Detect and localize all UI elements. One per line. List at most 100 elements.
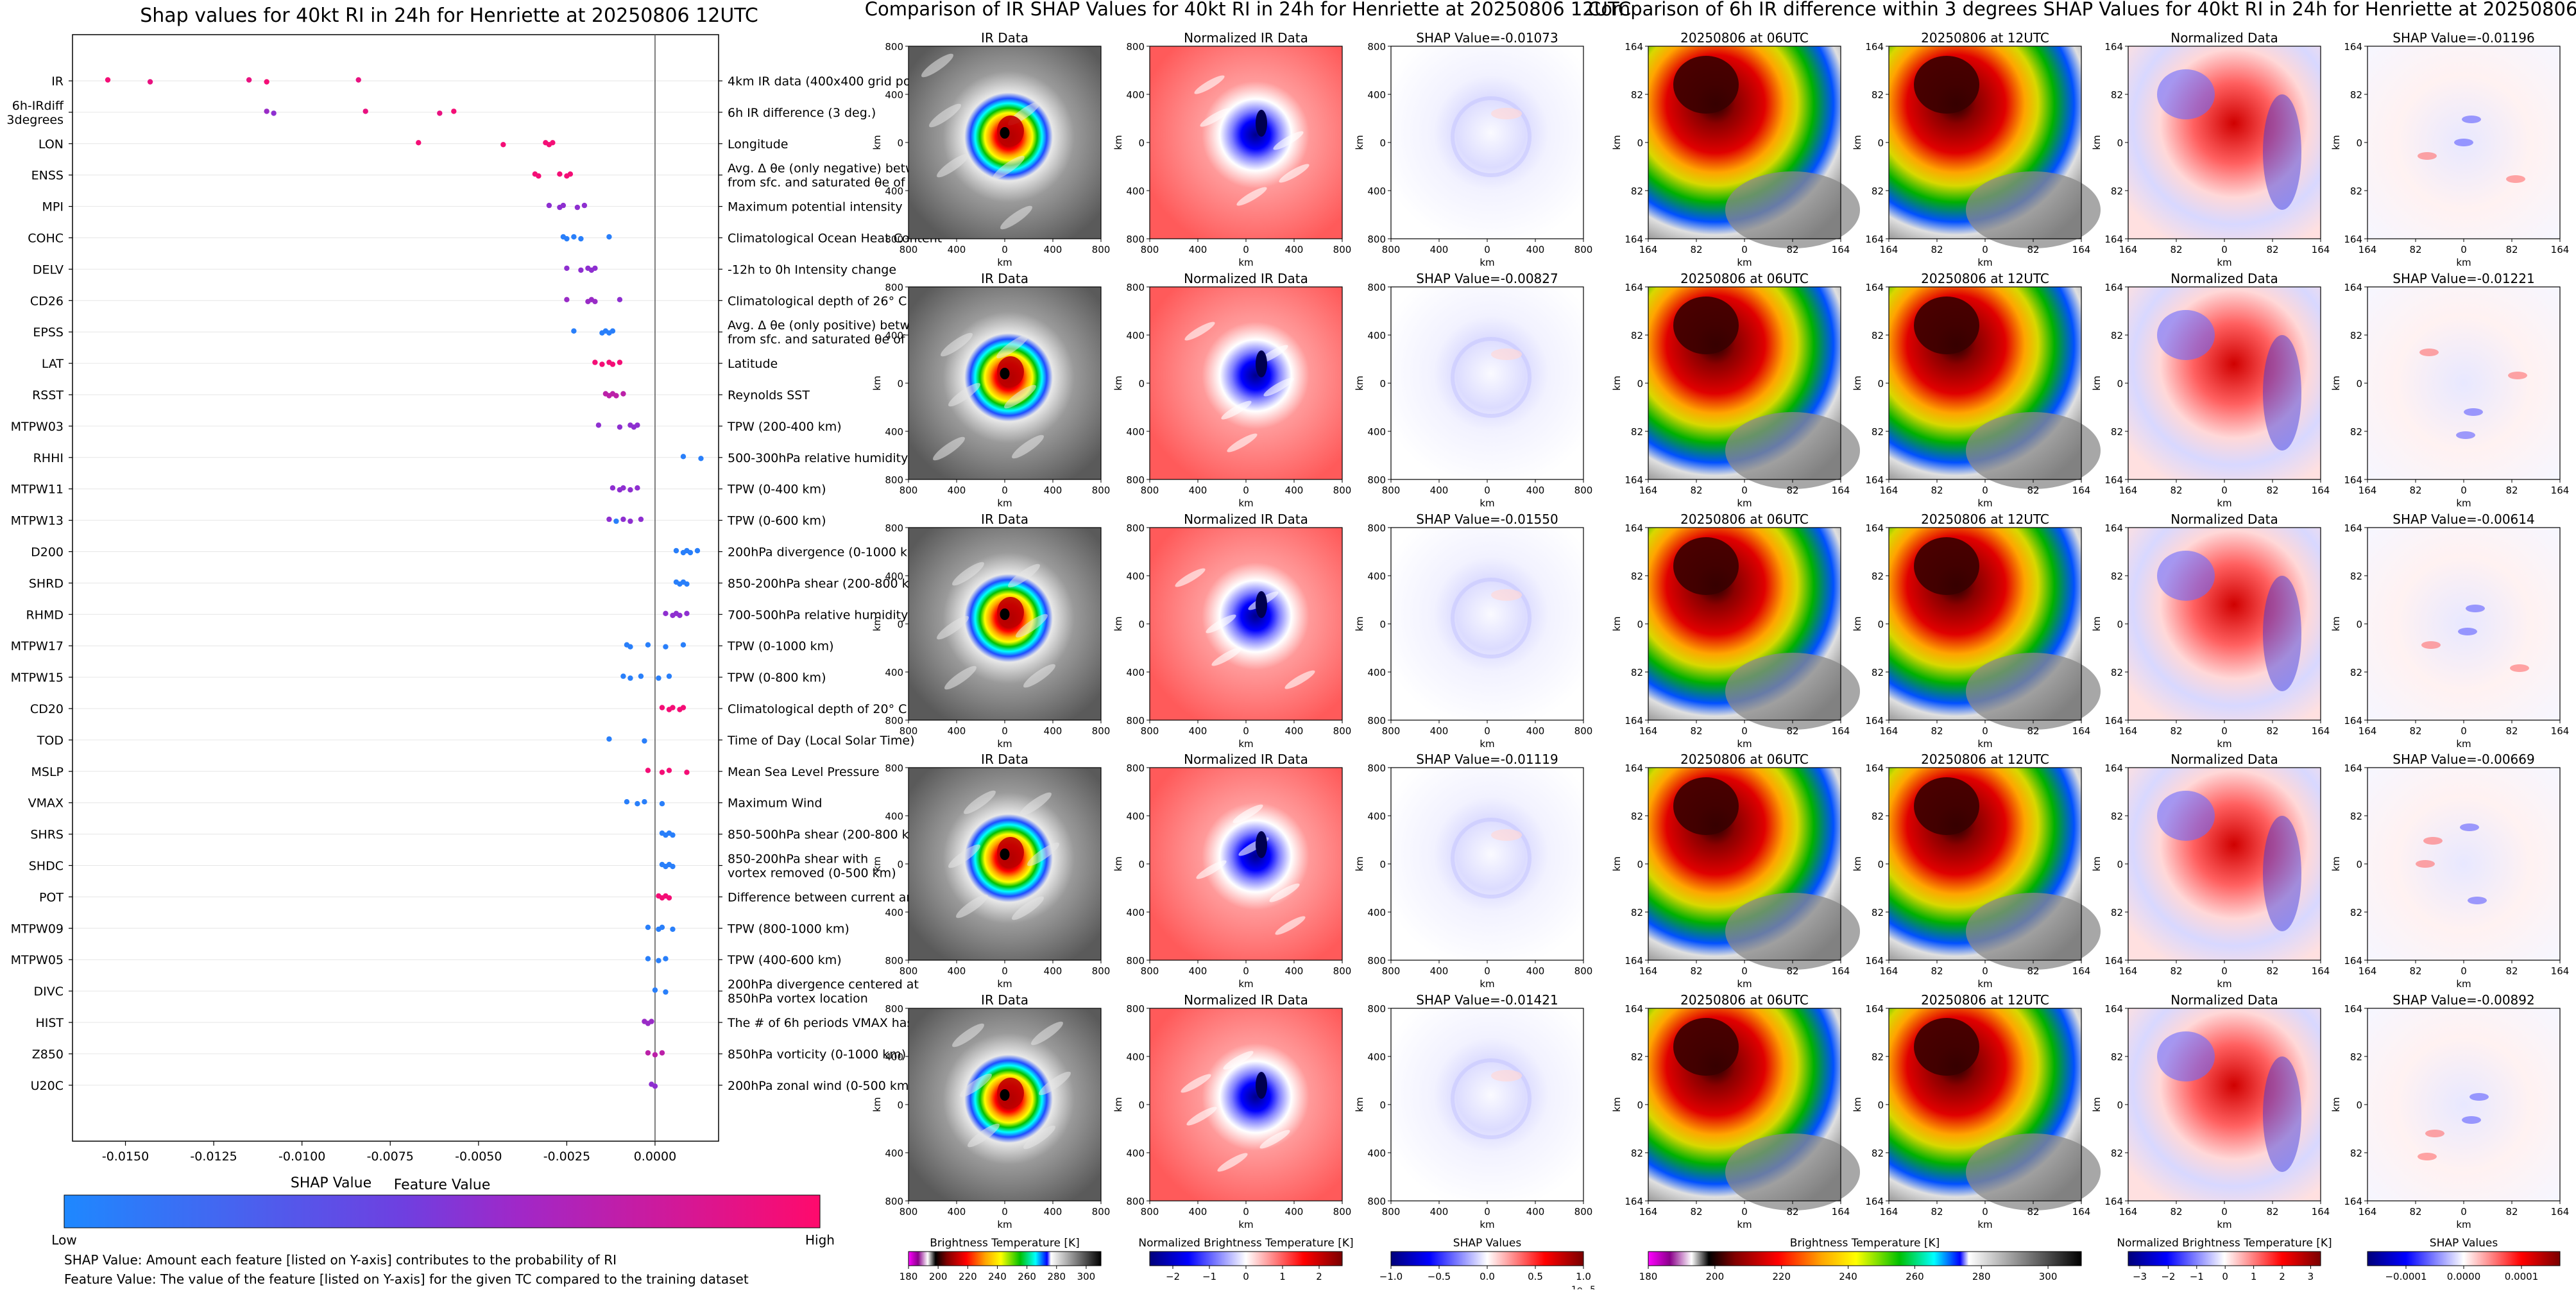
clear-sky-region <box>1966 1133 2101 1210</box>
note-feature-value: Feature Value: The value of the feature … <box>64 1271 749 1287</box>
subplot-title: SHAP Value=-0.01196 <box>2393 30 2534 46</box>
shap-positive-patch <box>1491 349 1522 360</box>
y-tick-label: 82 <box>1872 1148 1884 1159</box>
y-axis-label: km <box>1113 135 1124 150</box>
y-tick-label: 164 <box>1865 762 1884 774</box>
cloud-band <box>1200 108 1231 127</box>
colorbar-tick-label: −1 <box>1202 1271 1216 1282</box>
x-tick-label: 0 <box>1002 1206 1008 1218</box>
y-axis-label: km <box>1354 1097 1365 1112</box>
cloud-band <box>964 790 996 814</box>
y-tick-label: 82 <box>2350 667 2362 678</box>
x-tick-label: 400 <box>1285 965 1304 977</box>
cloud-band <box>1023 664 1055 688</box>
normalized-ir-image <box>1150 1008 1342 1201</box>
y-tick-label: 82 <box>1631 907 1643 918</box>
colorbar-tick-label: 0.0000 <box>2447 1271 2481 1282</box>
y-tick-label: 0 <box>1379 1099 1386 1111</box>
shap-point <box>620 391 626 397</box>
y-tick-label: 400 <box>1367 667 1386 678</box>
shap-point <box>670 863 676 870</box>
x-tick-label: 800 <box>1333 725 1352 737</box>
normalized-diff-image <box>2128 287 2321 479</box>
feature-label: MTPW15 <box>11 671 64 685</box>
shap-patch <box>2418 1153 2437 1160</box>
colorbar-tick-label: 1 <box>1279 1271 1286 1282</box>
shap-image <box>1391 528 1583 720</box>
shap-point <box>595 422 602 428</box>
x-axis-label: km <box>2217 497 2231 509</box>
colorbar-tick-label: 0.5 <box>1528 1271 1543 1282</box>
y-tick-label: 82 <box>2111 1148 2123 1159</box>
shap-point <box>645 956 651 961</box>
y-tick-label: 400 <box>885 811 903 822</box>
shap-point <box>680 454 687 460</box>
cloud-band <box>1012 435 1044 459</box>
y-tick-label: 82 <box>1872 811 1884 822</box>
cloud-band <box>937 616 969 640</box>
y-tick-label: 800 <box>1367 474 1386 486</box>
shap-point <box>246 77 252 83</box>
x-axis-label: km <box>1737 978 1752 990</box>
colorbar-tick-label: −1 <box>2190 1271 2204 1282</box>
x-tick-label: 0 <box>1741 1206 1748 1218</box>
feature-label: D200 <box>31 546 64 560</box>
feature-description: Longitude <box>728 137 789 151</box>
y-tick-label: 82 <box>1631 571 1643 582</box>
summary-gridlines <box>73 80 719 1086</box>
y-tick-label: 164 <box>1865 955 1884 967</box>
x-tick-label: 164 <box>1639 725 1658 737</box>
x-tick-label: 164 <box>2312 485 2330 496</box>
x-tick-label: 164 <box>2358 725 2377 737</box>
subplot-title: SHAP Value=-0.01073 <box>1416 30 1558 46</box>
y-tick-label: 82 <box>2350 571 2362 582</box>
x-tick-label: 400 <box>1189 244 1207 255</box>
y-tick-label: 0 <box>1637 378 1643 390</box>
cloud-band <box>1269 883 1300 902</box>
feature-label: U20C <box>31 1079 64 1093</box>
y-tick-label: 82 <box>1631 1051 1643 1063</box>
cloud-band <box>1181 1074 1211 1093</box>
colorbar-title: Normalized Brightness Temperature [K] <box>2117 1237 2332 1250</box>
x-tick-label: 800 <box>1574 244 1593 255</box>
y-tick-label: 800 <box>1367 522 1386 534</box>
shap-point <box>666 768 672 773</box>
storm-eye <box>1000 368 1010 379</box>
y-tick-label: 164 <box>2104 715 2123 727</box>
negative-region <box>2157 310 2215 360</box>
shap-point <box>680 705 687 711</box>
x-tick-label: 0 <box>1484 725 1490 737</box>
y-tick-label: 400 <box>1126 811 1145 822</box>
cloud-band <box>1279 164 1309 183</box>
shap-point <box>536 173 542 179</box>
x-tick-label: 800 <box>900 244 918 255</box>
x-tick-label: 164 <box>2119 244 2138 255</box>
shap-point <box>666 673 672 679</box>
storm-core <box>1256 110 1267 137</box>
shap-point <box>635 422 640 428</box>
colorbar-title: Brightness Temperature [K] <box>1790 1237 1940 1250</box>
shap-point <box>581 202 588 209</box>
subplot-title: SHAP Value=-0.01550 <box>1416 512 1558 527</box>
y-tick-label: 400 <box>885 1051 903 1063</box>
cloud-band <box>1206 614 1236 633</box>
shap-point <box>687 549 694 556</box>
y-tick-label: 164 <box>1865 1003 1884 1015</box>
colorbar-title: Brightness Temperature [K] <box>930 1237 1079 1250</box>
x-axis-label: km <box>1737 257 1752 268</box>
negative-band <box>2263 335 2301 451</box>
feature-label: Z850 <box>32 1047 64 1062</box>
x-tick-label: 0 <box>1982 725 1988 737</box>
cloud-band <box>1221 401 1252 420</box>
feature-description: vortex removed (0-500 km) <box>728 866 896 881</box>
x-axis-label: km <box>1480 497 1494 509</box>
x-tick-label: 164 <box>1832 244 1850 255</box>
shap-point <box>684 770 690 775</box>
x-tick-label: 0 <box>1243 965 1249 977</box>
x-tick-label: 800 <box>1333 485 1352 496</box>
shap-point <box>416 140 422 146</box>
shap-patch <box>2456 431 2475 439</box>
y-tick-label: 800 <box>885 1003 903 1015</box>
x-tick-label: 82 <box>2027 244 2039 255</box>
